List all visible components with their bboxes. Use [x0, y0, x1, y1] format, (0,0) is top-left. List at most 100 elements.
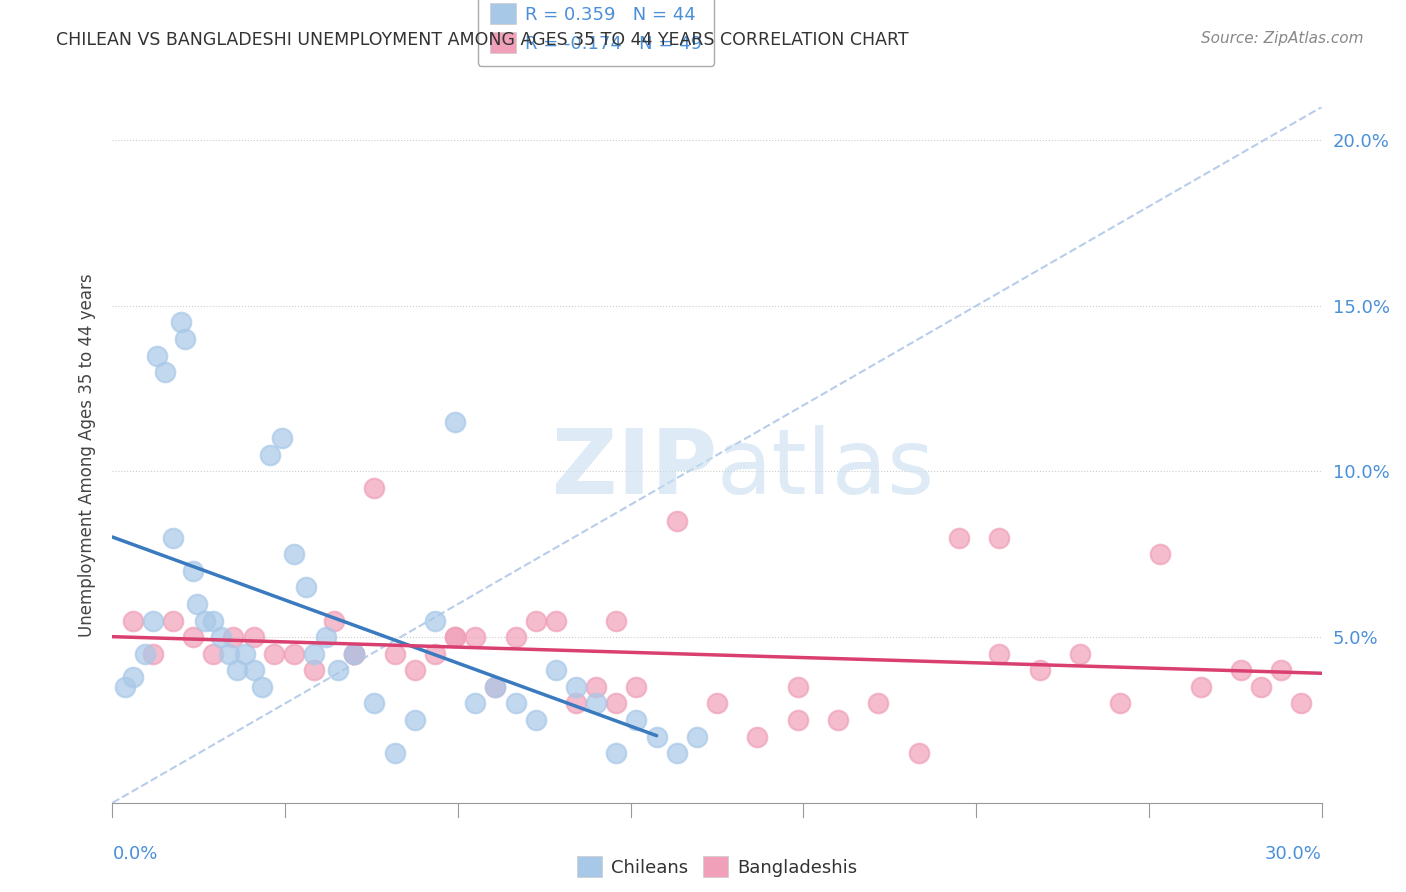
- Point: [263, 647, 285, 661]
- Point: [363, 481, 385, 495]
- Point: [315, 630, 337, 644]
- Point: [202, 647, 225, 661]
- Point: [423, 614, 446, 628]
- Point: [343, 647, 366, 661]
- Point: [343, 647, 366, 661]
- Point: [505, 697, 527, 711]
- Point: [423, 647, 446, 661]
- Point: [565, 697, 588, 711]
- Point: [1028, 663, 1050, 677]
- Point: [605, 697, 627, 711]
- Point: [242, 663, 264, 677]
- Point: [1291, 697, 1313, 711]
- Point: [162, 531, 184, 545]
- Point: [209, 630, 232, 644]
- Point: [121, 614, 143, 628]
- Point: [270, 431, 292, 445]
- Point: [524, 713, 547, 727]
- Point: [544, 663, 567, 677]
- Point: [242, 630, 264, 644]
- Point: [988, 647, 1011, 661]
- Point: [194, 614, 217, 628]
- Point: [605, 614, 627, 628]
- Point: [142, 647, 165, 661]
- Text: 0.0%: 0.0%: [112, 845, 157, 863]
- Point: [404, 663, 426, 677]
- Point: [222, 630, 245, 644]
- Point: [948, 531, 970, 545]
- Point: [384, 647, 406, 661]
- Point: [114, 680, 136, 694]
- Point: [605, 746, 627, 760]
- Point: [181, 564, 204, 578]
- Point: [170, 315, 193, 329]
- Point: [484, 680, 506, 694]
- Y-axis label: Unemployment Among Ages 35 to 44 years: Unemployment Among Ages 35 to 44 years: [77, 273, 96, 637]
- Point: [786, 713, 808, 727]
- Point: [626, 680, 648, 694]
- Point: [202, 614, 225, 628]
- Point: [585, 697, 607, 711]
- Point: [1250, 680, 1272, 694]
- Point: [295, 581, 318, 595]
- Point: [142, 614, 165, 628]
- Point: [153, 365, 176, 379]
- Point: [162, 614, 184, 628]
- Point: [363, 697, 385, 711]
- Point: [1069, 647, 1091, 661]
- Point: [235, 647, 257, 661]
- Point: [1270, 663, 1292, 677]
- Point: [706, 697, 728, 711]
- Point: [1149, 547, 1171, 561]
- Text: Source: ZipAtlas.com: Source: ZipAtlas.com: [1201, 31, 1364, 46]
- Point: [786, 680, 808, 694]
- Point: [747, 730, 769, 744]
- Point: [302, 663, 325, 677]
- Point: [444, 415, 467, 429]
- Point: [146, 349, 169, 363]
- Point: [218, 647, 240, 661]
- Point: [585, 680, 607, 694]
- Point: [484, 680, 506, 694]
- Text: ZIP: ZIP: [553, 425, 717, 513]
- Point: [302, 647, 325, 661]
- Point: [1189, 680, 1212, 694]
- Point: [988, 531, 1011, 545]
- Point: [174, 332, 197, 346]
- Point: [827, 713, 849, 727]
- Point: [665, 746, 688, 760]
- Point: [328, 663, 350, 677]
- Point: [665, 514, 688, 528]
- Point: [343, 647, 366, 661]
- Point: [283, 547, 305, 561]
- Point: [464, 630, 486, 644]
- Point: [907, 746, 929, 760]
- Point: [134, 647, 156, 661]
- Point: [181, 630, 204, 644]
- Point: [524, 614, 547, 628]
- Point: [226, 663, 249, 677]
- Point: [626, 713, 648, 727]
- Point: [323, 614, 346, 628]
- Legend: Chileans, Bangladeshis: Chileans, Bangladeshis: [569, 849, 865, 884]
- Point: [565, 680, 588, 694]
- Point: [444, 630, 467, 644]
- Point: [259, 448, 281, 462]
- Point: [1230, 663, 1253, 677]
- Point: [283, 647, 305, 661]
- Point: [868, 697, 890, 711]
- Point: [404, 713, 426, 727]
- Point: [384, 746, 406, 760]
- Point: [121, 670, 143, 684]
- Text: CHILEAN VS BANGLADESHI UNEMPLOYMENT AMONG AGES 35 TO 44 YEARS CORRELATION CHART: CHILEAN VS BANGLADESHI UNEMPLOYMENT AMON…: [56, 31, 908, 49]
- Text: atlas: atlas: [717, 425, 935, 513]
- Point: [444, 630, 467, 644]
- Point: [464, 697, 486, 711]
- Point: [250, 680, 273, 694]
- Point: [505, 630, 527, 644]
- Point: [1109, 697, 1132, 711]
- Text: 30.0%: 30.0%: [1265, 845, 1322, 863]
- Point: [544, 614, 567, 628]
- Point: [645, 730, 668, 744]
- Point: [186, 597, 208, 611]
